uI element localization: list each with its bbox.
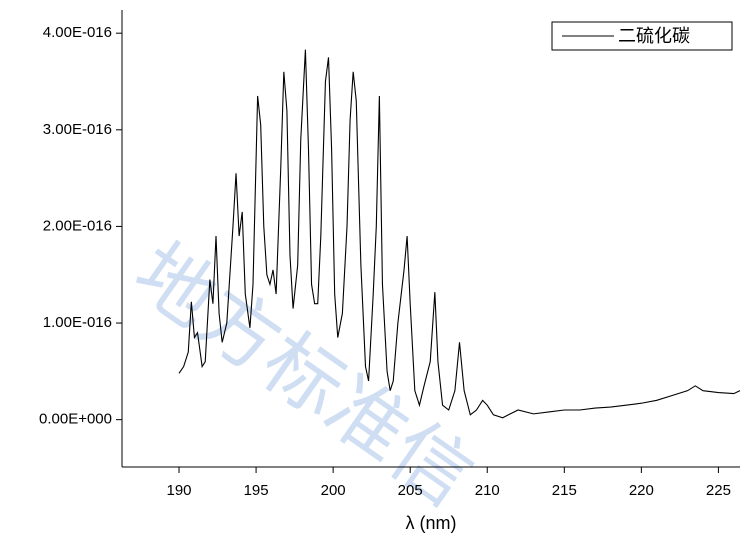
watermark: 地方标准信: [118, 227, 489, 524]
x-tick-label: 200: [321, 482, 346, 499]
line: [178, 49, 741, 419]
legend-label: 二硫化碳: [618, 26, 690, 47]
y-tick-label: 3.00E-016: [43, 121, 112, 138]
y-tick-label: 2.00E-016: [43, 217, 112, 234]
x-tick-label: 215: [552, 482, 577, 499]
x-axis-title: λ (nm): [406, 513, 457, 533]
x-tick-label: 210: [475, 482, 500, 499]
y-tick-label: 4.00E-016: [43, 24, 112, 41]
x-tick-label: 195: [244, 482, 269, 499]
x-tick-label: 220: [629, 482, 654, 499]
y-tick-label: 1.00E-016: [43, 314, 112, 331]
x-tick-label: 205: [398, 482, 423, 499]
y-tick-label: 0.00E+000: [39, 411, 112, 428]
x-tick-label: 190: [167, 482, 192, 499]
x-tick-label: 225: [706, 482, 731, 499]
